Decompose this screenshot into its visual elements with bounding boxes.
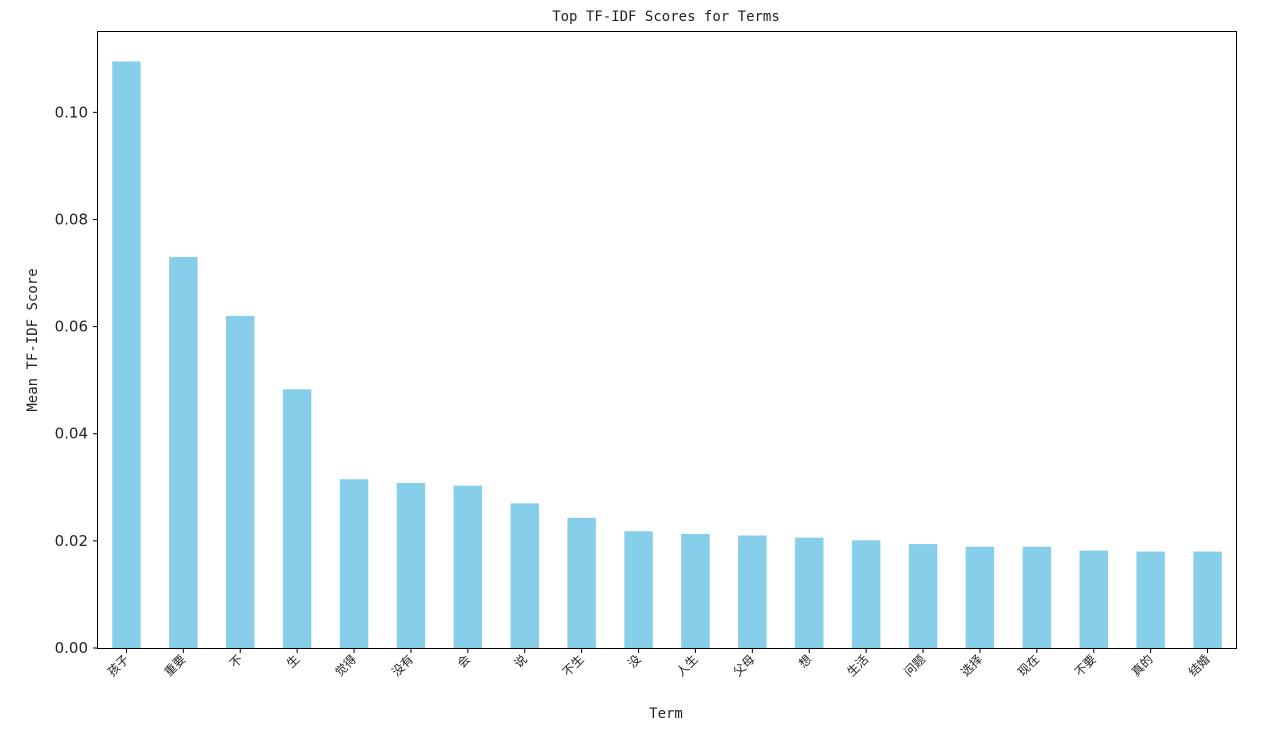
bar-1	[169, 256, 198, 648]
x-tick-label-11: 父母	[731, 652, 758, 679]
x-axis: 孩子 重要不生觉得 没有会说不生没人生 父母想生活 问题 选择 现在 不要 真的 结婚	[105, 648, 1213, 679]
x-tick-label-13: 生活	[844, 652, 871, 679]
y-axis-label: Mean TF-IDF Score	[25, 268, 41, 411]
bar-7	[510, 503, 539, 648]
x-tick-label-3: 生	[284, 652, 302, 670]
x-tick-label-10: 人生	[674, 652, 701, 679]
bar-13	[851, 540, 881, 648]
bar-11	[738, 535, 767, 648]
x-tick-label-18: 真的	[1128, 652, 1156, 680]
x-tick-label-16: 现在	[1015, 652, 1042, 679]
bar-4	[339, 479, 369, 648]
bar-19	[1193, 551, 1222, 648]
x-tick-label-14: 问题	[901, 652, 928, 679]
bar-15	[965, 546, 995, 648]
bar-2	[226, 315, 255, 648]
y-tick-label-3: 0.06	[55, 318, 88, 336]
bar-10	[681, 533, 710, 648]
y-tick-label-5: 0.10	[55, 103, 88, 121]
bar-12	[795, 537, 824, 648]
x-tick-label-17: 不要	[1072, 652, 1099, 679]
x-tick-label-15: 选择	[958, 652, 985, 679]
plot-frame	[97, 31, 1237, 649]
y-tick-label-4: 0.08	[55, 210, 88, 228]
chart-title: Top TF-IDF Scores for Terms	[552, 9, 780, 25]
x-tick-label-1: 重要	[162, 652, 189, 679]
x-tick-label-5: 没有	[388, 652, 416, 680]
x-tick-label-7: 说	[511, 652, 530, 671]
bars-group	[112, 61, 1222, 648]
bar-16	[1022, 546, 1052, 648]
x-axis-label: Term	[649, 706, 683, 722]
bar-18	[1136, 551, 1165, 648]
x-tick-label-12: 想	[795, 652, 814, 671]
bar-6	[453, 485, 483, 648]
bar-17	[1079, 550, 1108, 648]
x-tick-label-19: 结婚	[1186, 652, 1213, 679]
y-tick-label-1: 0.02	[55, 532, 88, 550]
x-tick-label-0: 孩子	[105, 652, 132, 679]
bar-9	[624, 531, 653, 648]
x-tick-label-2: 不	[227, 652, 245, 670]
x-tick-label-8: 不生	[560, 652, 587, 679]
bar-3	[282, 389, 312, 648]
y-tick-label-2: 0.04	[55, 425, 88, 443]
y-axis: 0.00 0.02 0.04 0.06 0.08 0.10	[55, 103, 98, 657]
bar-0	[112, 61, 141, 648]
x-tick-label-6: 会	[455, 652, 473, 670]
y-tick-label-0: 0.00	[55, 639, 88, 657]
x-tick-label-9: 没	[625, 652, 644, 671]
x-tick-label-4: 觉得	[332, 652, 360, 680]
bar-5	[396, 483, 426, 648]
bar-8	[567, 517, 596, 648]
bar-14	[908, 544, 938, 648]
